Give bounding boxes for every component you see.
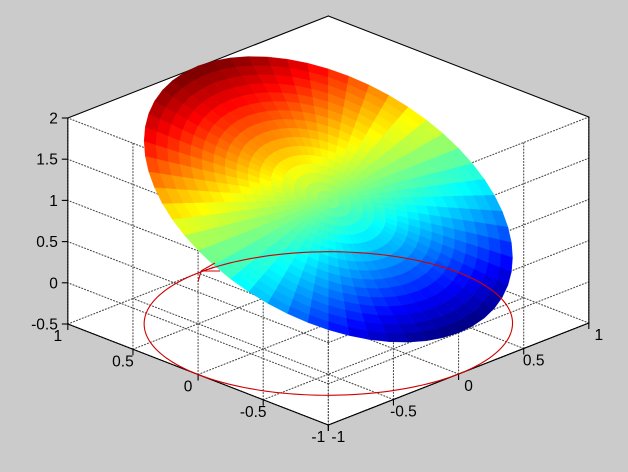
svg-text:1: 1 <box>595 327 604 344</box>
svg-text:0: 0 <box>49 275 58 292</box>
svg-text:0.5: 0.5 <box>112 353 134 370</box>
svg-text:1: 1 <box>49 193 58 210</box>
svg-text:-1: -1 <box>311 429 325 446</box>
svg-text:-0.5: -0.5 <box>390 404 417 421</box>
svg-text:2: 2 <box>49 111 58 128</box>
svg-text:0.5: 0.5 <box>36 234 58 251</box>
svg-text:1.5: 1.5 <box>36 152 58 169</box>
svg-text:0.5: 0.5 <box>523 353 545 370</box>
svg-text:-1: -1 <box>331 429 345 446</box>
svg-text:0: 0 <box>464 378 473 395</box>
svg-text:-0.5: -0.5 <box>240 404 267 421</box>
svg-text:0: 0 <box>184 379 193 396</box>
svg-text:1: 1 <box>54 328 63 345</box>
